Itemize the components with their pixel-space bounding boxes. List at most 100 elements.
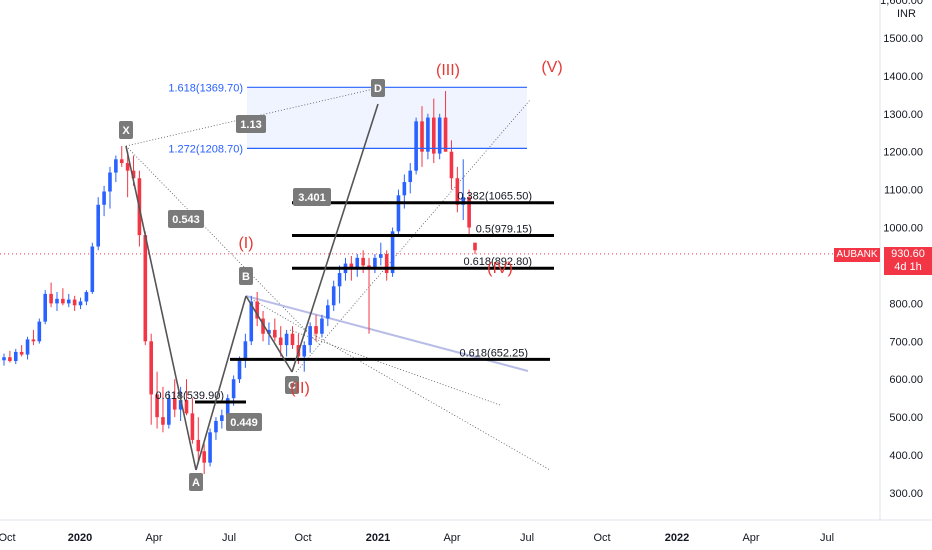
- candle-body: [119, 159, 124, 164]
- x-tick-label: Oct: [294, 532, 311, 544]
- pattern-point-label: C: [288, 380, 296, 392]
- y-tick-label: 400.00: [889, 450, 923, 462]
- guide-line: [125, 145, 321, 346]
- y-tick-label: 800.00: [889, 298, 923, 310]
- candle-body: [390, 231, 395, 274]
- candle-body: [261, 318, 265, 334]
- candle-body: [108, 172, 112, 192]
- pattern-point-badge: [239, 267, 253, 285]
- y-tick-label: 1000.00: [883, 223, 923, 235]
- candle-body: [290, 333, 295, 346]
- y-tick-label: 1400.00: [883, 71, 923, 83]
- ratio-badge: [168, 210, 204, 228]
- candle-body: [249, 301, 254, 342]
- target-zone: [247, 87, 527, 149]
- symbol-text: AUBANK: [836, 249, 878, 260]
- timeframe-text: 4d 1h: [894, 261, 922, 273]
- candle-body: [19, 351, 24, 355]
- ratio-label: 0.449: [230, 417, 258, 429]
- candle-body: [402, 182, 407, 196]
- candle-body: [384, 254, 389, 274]
- candle-body: [396, 195, 401, 232]
- pattern-point-label: B: [242, 271, 250, 283]
- candle-body: [184, 400, 189, 414]
- y-tick-label: 500.00: [889, 412, 923, 424]
- pattern-leg: [291, 103, 379, 373]
- pattern-point-badge: [119, 121, 133, 139]
- candle-body: [314, 326, 318, 334]
- candle-body: [72, 299, 77, 306]
- ratio-label: 0.543: [172, 214, 200, 226]
- candle-body: [426, 117, 430, 152]
- last-price-text: 930.60: [891, 248, 925, 260]
- candle-body: [220, 415, 224, 421]
- pattern-leg: [245, 295, 293, 373]
- fib-level-label: 0.618(892.80): [464, 256, 533, 268]
- candle-body: [31, 339, 36, 342]
- x-tick-label: Oct: [0, 532, 16, 544]
- pattern-point-label: D: [374, 83, 382, 95]
- candle-body: [408, 170, 413, 183]
- pattern-point-badge: [189, 473, 203, 491]
- pattern-leg: [195, 295, 247, 471]
- wave-label: (IV): [487, 260, 513, 277]
- candle-body: [437, 117, 442, 154]
- candle-body: [125, 163, 130, 171]
- y-tick-label: 1300.00: [883, 109, 923, 121]
- candle-body: [449, 151, 454, 179]
- candle-body: [208, 432, 212, 463]
- fib-level-label: 0.618(539.90): [156, 390, 225, 402]
- candle-body: [467, 197, 471, 228]
- candle-body: [473, 242, 477, 251]
- x-tick-label: Jul: [222, 532, 236, 544]
- candle-body: [172, 398, 177, 410]
- y-tick-label: 600.00: [889, 374, 923, 386]
- candle-body: [37, 321, 42, 342]
- pattern-point-label: A: [192, 477, 200, 489]
- fib-level-label: 1.618(1369.70): [168, 82, 243, 94]
- currency-label: INR: [897, 8, 916, 20]
- wave-label: (III): [436, 62, 460, 79]
- candle-body: [243, 341, 248, 361]
- candle-body: [331, 286, 336, 306]
- candle-body: [66, 299, 71, 304]
- candle-body: [237, 360, 242, 380]
- wave-label: (I): [238, 235, 253, 252]
- pattern-leg: [125, 145, 197, 471]
- candle-body: [61, 298, 65, 304]
- candle-body: [25, 339, 30, 355]
- candle-body: [308, 326, 312, 346]
- candle-body: [278, 337, 283, 346]
- guide-line: [289, 329, 501, 406]
- y-tick-label: 1100.00: [884, 185, 923, 197]
- x-tick-label: 2021: [366, 532, 390, 544]
- candle-body: [13, 351, 18, 362]
- currency-text: INR: [897, 8, 916, 20]
- candle-body: [355, 257, 360, 270]
- candle-body: [114, 159, 118, 173]
- ratio-label: 3.401: [298, 192, 326, 204]
- candle-body: [43, 293, 48, 322]
- y-tick-label: 300.00: [889, 488, 923, 500]
- candle-body: [84, 292, 89, 302]
- pattern-point-badge: [285, 376, 299, 394]
- x-tick-label: Jul: [820, 532, 834, 544]
- candle-body: [461, 197, 466, 205]
- pattern-point-badge: [371, 79, 385, 97]
- x-tick-label: 2020: [68, 532, 92, 544]
- pattern-point-label: X: [122, 125, 130, 137]
- x-tick-label: Jul: [520, 532, 534, 544]
- x-tick-label: Oct: [593, 532, 610, 544]
- candle-body: [49, 293, 53, 304]
- candle-body: [190, 413, 195, 440]
- fib-level-label: 1.272(1208.70): [168, 143, 243, 155]
- candle-body: [178, 400, 183, 410]
- price-tag: 930.60 4d 1h: [884, 247, 932, 275]
- candle-body: [326, 305, 330, 319]
- fib-level-label: 0.382(1065.50): [457, 191, 532, 203]
- candle-body: [78, 301, 83, 306]
- candle-body: [161, 417, 165, 425]
- candle-body: [361, 257, 365, 266]
